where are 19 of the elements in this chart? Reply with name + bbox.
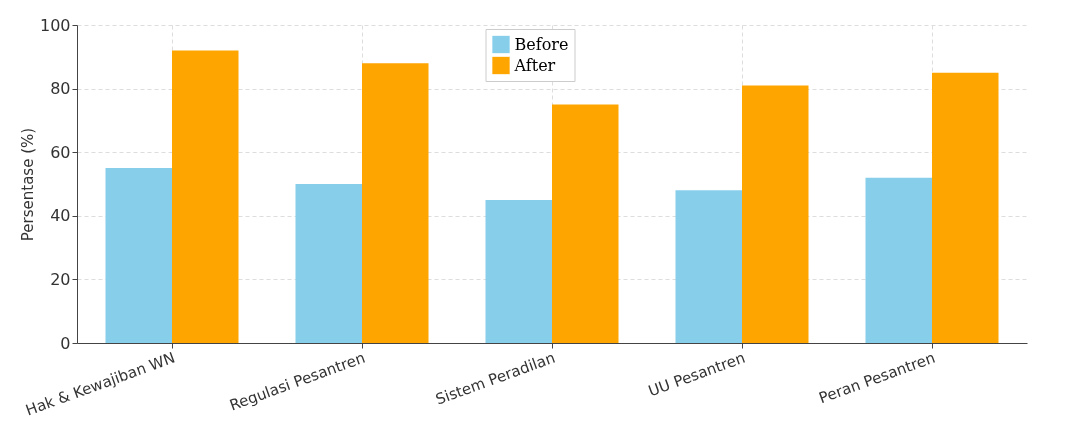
bar: [295, 184, 362, 343]
y-tick-label: 80: [50, 79, 71, 99]
bar: [932, 72, 999, 343]
y-tick-label: 100: [39, 15, 71, 35]
y-tick-label: 20: [50, 269, 71, 289]
legend-label: After: [513, 55, 556, 75]
bar: [742, 85, 809, 343]
bar: [362, 63, 429, 343]
bar: [865, 177, 932, 343]
bar: [105, 168, 172, 343]
y-tick-label: 40: [50, 206, 71, 226]
y-tick-label: 60: [50, 142, 71, 162]
legend-label: Before: [514, 34, 569, 54]
bar: [172, 50, 239, 343]
bar: [485, 199, 552, 343]
bar: [552, 104, 619, 343]
y-tick-label: 0: [60, 333, 71, 353]
bar: [675, 190, 742, 343]
y-axis-title: Persentase (%): [18, 127, 37, 242]
